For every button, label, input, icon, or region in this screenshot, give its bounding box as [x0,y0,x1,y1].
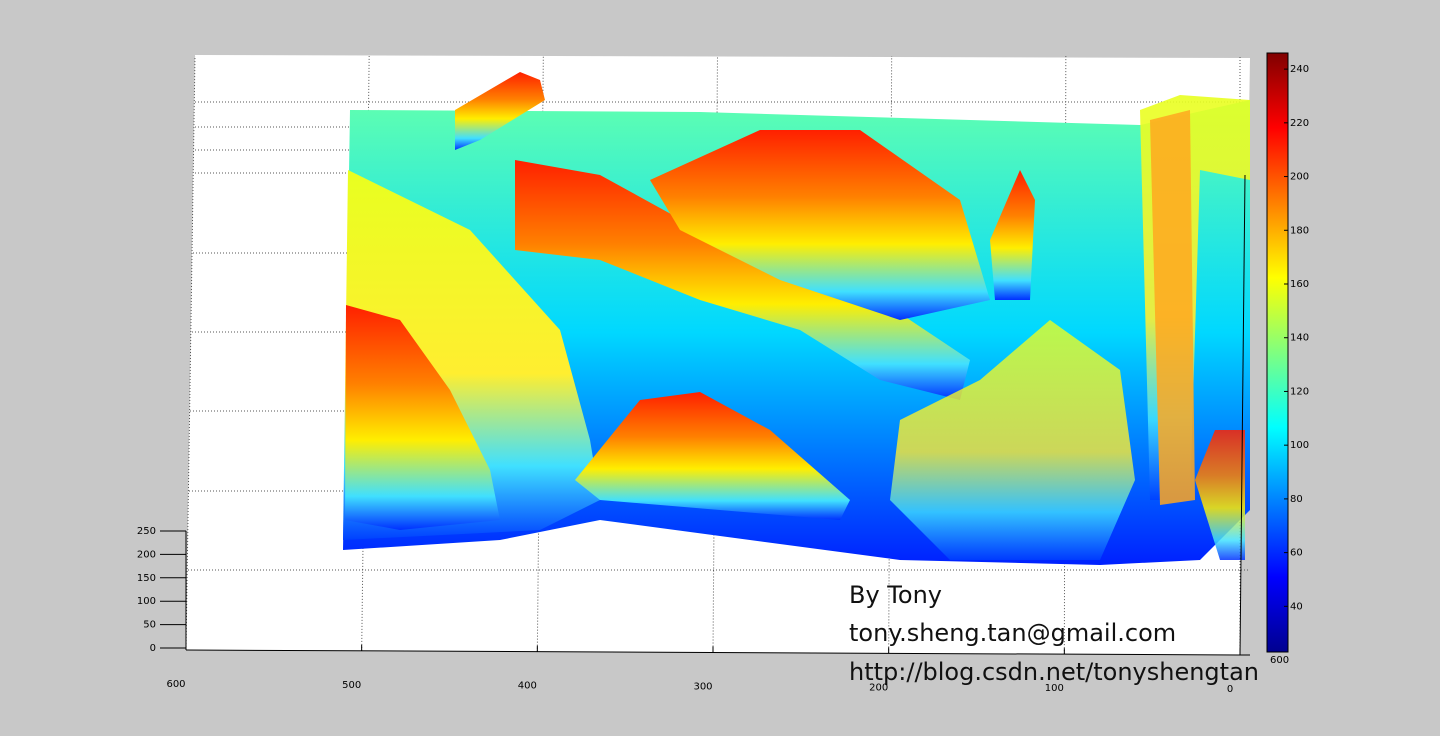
x-tick-label: 600 [166,679,185,690]
colorbar-tick-label: 140 [1290,333,1309,344]
grid-line [185,55,196,651]
colorbar-tick-label: 160 [1290,279,1309,290]
x-tick-label: 500 [342,680,361,691]
surface-region [515,160,970,400]
surface-region [890,320,1135,560]
z-tick-label: 200 [137,549,156,560]
right-axis [1239,174,1246,656]
colorbar [1266,52,1289,653]
surface-region [1150,110,1195,505]
annotation: http://blog.csdn.net/tonyshengtan [849,658,1259,686]
z-tick-label: 50 [143,620,156,631]
colorbar-tick-label: 180 [1290,225,1309,236]
surface-region [1195,430,1245,560]
grid-line [712,55,718,653]
colorbar-tick-label: 120 [1290,386,1309,397]
x-tick-label: 200 [869,682,888,693]
colorbar-tick-label: 100 [1290,440,1309,451]
x-tick-label: 100 [1045,683,1064,694]
z-tick-label: 250 [137,526,156,537]
surface-region [650,130,990,320]
x-tick-label: 0 [1227,684,1233,695]
colorbar-tick-label: 240 [1290,64,1309,75]
x-tick-label: 400 [518,681,537,692]
surface [343,72,1250,565]
y-tick-label: 600 [1270,655,1289,666]
colorbar-tick-label: 200 [1290,172,1309,183]
colorbar-tick-label: 220 [1290,118,1309,129]
z-tick-label: 150 [137,573,156,584]
surface-region [990,170,1035,300]
colorbar-tick-label: 60 [1290,548,1303,559]
surface-region [575,392,850,520]
surface-region [455,72,545,150]
z-tick-label: 0 [150,643,156,654]
annotation: By Tony [849,581,942,609]
x-tick-label: 300 [693,682,712,693]
z-tick-label: 100 [137,596,156,607]
surface-region [345,305,500,530]
colorbar-tick-label: 40 [1290,601,1303,612]
colorbar-tick-label: 80 [1290,494,1303,505]
annotation: tony.sheng.tan@gmail.com [849,619,1176,647]
